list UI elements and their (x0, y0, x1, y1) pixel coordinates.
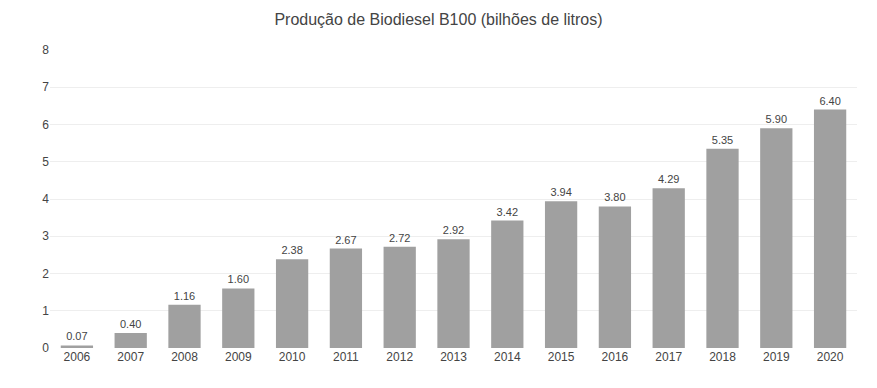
svg-text:6: 6 (42, 118, 49, 132)
svg-text:2.38: 2.38 (281, 244, 302, 256)
svg-text:1.60: 1.60 (228, 273, 249, 285)
svg-text:0: 0 (42, 341, 49, 355)
svg-text:2012: 2012 (386, 350, 413, 364)
svg-text:2.67: 2.67 (335, 234, 356, 246)
svg-text:2010: 2010 (279, 350, 306, 364)
svg-text:Produção de Biodiesel B100 (bi: Produção de Biodiesel B100 (bilhões de l… (274, 11, 602, 28)
svg-text:3.94: 3.94 (550, 186, 571, 198)
svg-text:1.16: 1.16 (174, 290, 195, 302)
svg-text:2020: 2020 (817, 350, 844, 364)
svg-text:8: 8 (42, 43, 49, 57)
svg-text:4: 4 (42, 192, 49, 206)
svg-text:3.42: 3.42 (497, 206, 518, 218)
svg-text:5.35: 5.35 (712, 134, 733, 146)
svg-text:3.80: 3.80 (604, 191, 625, 203)
svg-text:1: 1 (42, 304, 49, 318)
svg-text:2016: 2016 (602, 350, 629, 364)
svg-text:3: 3 (42, 229, 49, 243)
svg-text:2011: 2011 (333, 350, 359, 364)
svg-text:2019: 2019 (763, 350, 790, 364)
svg-text:0.40: 0.40 (120, 318, 141, 330)
svg-text:6.40: 6.40 (819, 95, 840, 107)
svg-text:2.92: 2.92 (443, 224, 464, 236)
svg-text:5.90: 5.90 (766, 113, 787, 125)
svg-text:2014: 2014 (494, 350, 521, 364)
svg-text:2: 2 (42, 267, 49, 281)
svg-text:2007: 2007 (117, 350, 144, 364)
svg-text:2009: 2009 (225, 350, 252, 364)
svg-text:2018: 2018 (709, 350, 736, 364)
svg-text:2017: 2017 (655, 350, 682, 364)
svg-text:0.07: 0.07 (66, 330, 87, 342)
svg-text:7: 7 (42, 80, 49, 94)
svg-text:2013: 2013 (440, 350, 467, 364)
svg-text:2006: 2006 (64, 350, 91, 364)
svg-text:2015: 2015 (548, 350, 575, 364)
svg-text:2.72: 2.72 (389, 232, 410, 244)
svg-text:2008: 2008 (171, 350, 198, 364)
svg-text:4.29: 4.29 (658, 173, 679, 185)
svg-text:5: 5 (42, 155, 49, 169)
